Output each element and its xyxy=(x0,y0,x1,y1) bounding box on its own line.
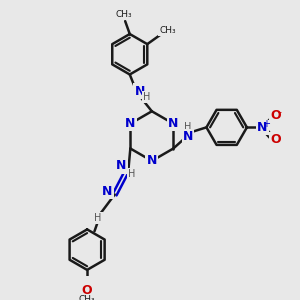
Text: -: - xyxy=(277,107,281,117)
Text: H: H xyxy=(128,169,135,179)
Text: CH₃: CH₃ xyxy=(79,295,95,300)
Text: N: N xyxy=(147,154,157,167)
Text: O: O xyxy=(82,284,92,297)
Text: N: N xyxy=(125,117,136,130)
Text: CH₃: CH₃ xyxy=(159,26,176,35)
Text: N: N xyxy=(168,117,178,130)
Text: N: N xyxy=(116,160,126,172)
Text: O: O xyxy=(270,109,281,122)
Text: CH₃: CH₃ xyxy=(115,10,132,19)
Text: H: H xyxy=(94,213,102,224)
Text: N: N xyxy=(257,121,268,134)
Text: N: N xyxy=(102,185,112,198)
Text: +: + xyxy=(262,119,270,129)
Text: H: H xyxy=(184,122,192,132)
Text: H: H xyxy=(142,92,150,102)
Text: N: N xyxy=(183,130,193,143)
Text: O: O xyxy=(270,133,281,146)
Text: N: N xyxy=(135,85,145,98)
